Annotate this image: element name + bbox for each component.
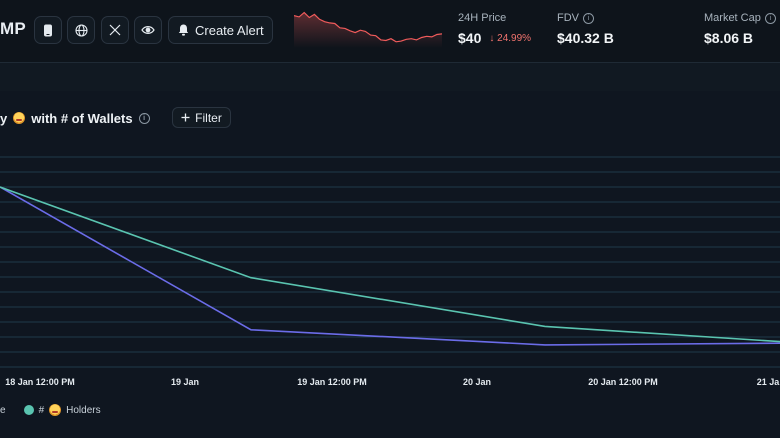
- plus-icon: [181, 113, 190, 122]
- filter-button[interactable]: Filter: [172, 107, 231, 128]
- legend-item-label: e: [0, 404, 6, 416]
- legend-item-prefix: #: [38, 404, 45, 416]
- phone-icon[interactable]: [34, 16, 62, 44]
- emoji-face-icon: [49, 404, 62, 416]
- price-label: 24H Price: [458, 12, 507, 24]
- x-tick-label: 21 Ja: [757, 377, 780, 387]
- info-icon[interactable]: i: [583, 12, 594, 24]
- x-tick-label: 19 Jan: [171, 377, 199, 387]
- legend-dot: [23, 405, 34, 415]
- chart-title: y with # of Wallets i: [0, 111, 150, 126]
- globe-icon[interactable]: [67, 16, 95, 44]
- emoji-face-icon: [13, 112, 26, 124]
- legend-item-label: Holders: [66, 404, 101, 416]
- sparkline-line: [294, 11, 442, 43]
- price-change: ↓ 24.99%: [489, 32, 532, 44]
- token-ticker: MP: [0, 19, 26, 38]
- sparkline-area: [294, 12, 442, 48]
- chart-title-suffix: with # of Wallets: [31, 110, 133, 126]
- market-cap-stat: Market Cap i $8.06 B: [704, 12, 776, 46]
- top-bar: [0, 0, 780, 62]
- create-alert-label: Create Alert: [195, 22, 264, 38]
- market-cap-value: $8.06 B: [704, 30, 754, 46]
- eye-icon[interactable]: [134, 16, 162, 44]
- x-twitter-icon[interactable]: [101, 16, 129, 44]
- info-icon[interactable]: i: [764, 12, 776, 24]
- top-divider: [0, 62, 780, 63]
- x-tick-label: 20 Jan 12:00 PM: [588, 377, 658, 387]
- holders-chart: 18 Jan 12:00 PM 19 Jan 19 Jan 12:00 PM 20 J…: [0, 156, 780, 387]
- chart-legend: e # Holders: [0, 404, 101, 416]
- create-alert-button[interactable]: Create Alert: [168, 16, 273, 44]
- fdv-value: $40.32 B: [557, 30, 614, 46]
- chart-title-prefix: y: [0, 110, 8, 126]
- x-tick-label: 20 Jan: [463, 377, 491, 387]
- filter-label: Filter: [195, 110, 222, 125]
- price-sparkline: [294, 11, 442, 48]
- x-tick-label: 19 Jan 12:00 PM: [297, 377, 367, 387]
- x-tick-label: 18 Jan 12:00 PM: [5, 377, 75, 387]
- fdv-label: FDV: [557, 12, 579, 24]
- market-cap-label: Market Cap: [704, 12, 761, 24]
- price-stat: 24H Price $40 ↓ 24.99%: [458, 12, 531, 46]
- info-icon[interactable]: i: [138, 112, 150, 124]
- series-line: [0, 186, 780, 343]
- series-line: [0, 186, 780, 346]
- fdv-stat: FDV i $40.32 B: [557, 12, 614, 46]
- secondary-band: [0, 63, 780, 91]
- bell-icon: [178, 24, 189, 36]
- price-value: $40: [458, 30, 482, 46]
- chart-header: y with # of Wallets i: [0, 107, 150, 129]
